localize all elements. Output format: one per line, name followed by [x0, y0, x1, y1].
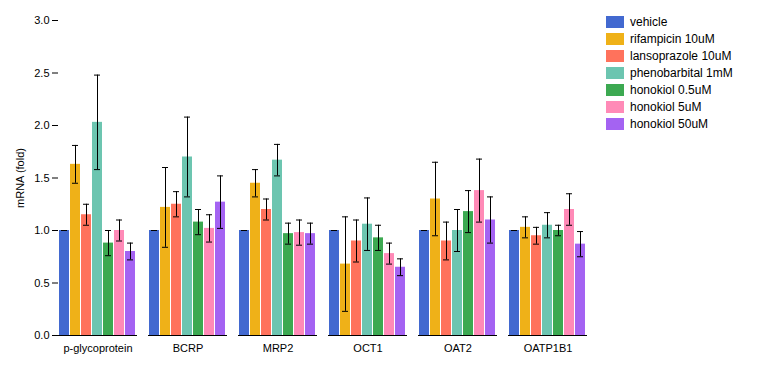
html-text:vehicle: vehicle	[630, 15, 668, 29]
svg-text:MRP2: MRP2	[263, 342, 294, 354]
html-text:honokiol 50uM: honokiol 50uM	[630, 117, 709, 131]
html-text:honokiol 0.5uM: honokiol 0.5uM	[630, 83, 712, 97]
svg-text:2.5: 2.5	[34, 67, 49, 79]
svg-text:BCRP: BCRP	[173, 342, 204, 354]
svg-text:3.0: 3.0	[34, 14, 49, 26]
html-text:phenobarbital 1mM: phenobarbital 1mM	[630, 66, 733, 80]
svg-text:1.5: 1.5	[34, 172, 49, 184]
svg-text:mRNA (fold): mRNA (fold)	[14, 148, 26, 208]
html-text:honokiol 5uM: honokiol 5uM	[630, 100, 702, 114]
svg-text:OAT2: OAT2	[444, 342, 472, 354]
html-text:rifampicin 10uM: rifampicin 10uM	[630, 32, 715, 46]
svg-text:2.0: 2.0	[34, 119, 49, 131]
svg-text:OCT1: OCT1	[353, 342, 382, 354]
svg-text:OATP1B1: OATP1B1	[524, 342, 573, 354]
svg-text:p-glycoprotein: p-glycoprotein	[63, 342, 132, 354]
svg-text:1.0: 1.0	[34, 224, 49, 236]
html-text:lansoprazole 10uM: lansoprazole 10uM	[630, 49, 732, 63]
svg-text:0.0: 0.0	[34, 329, 49, 341]
svg-text:0.5: 0.5	[34, 277, 49, 289]
